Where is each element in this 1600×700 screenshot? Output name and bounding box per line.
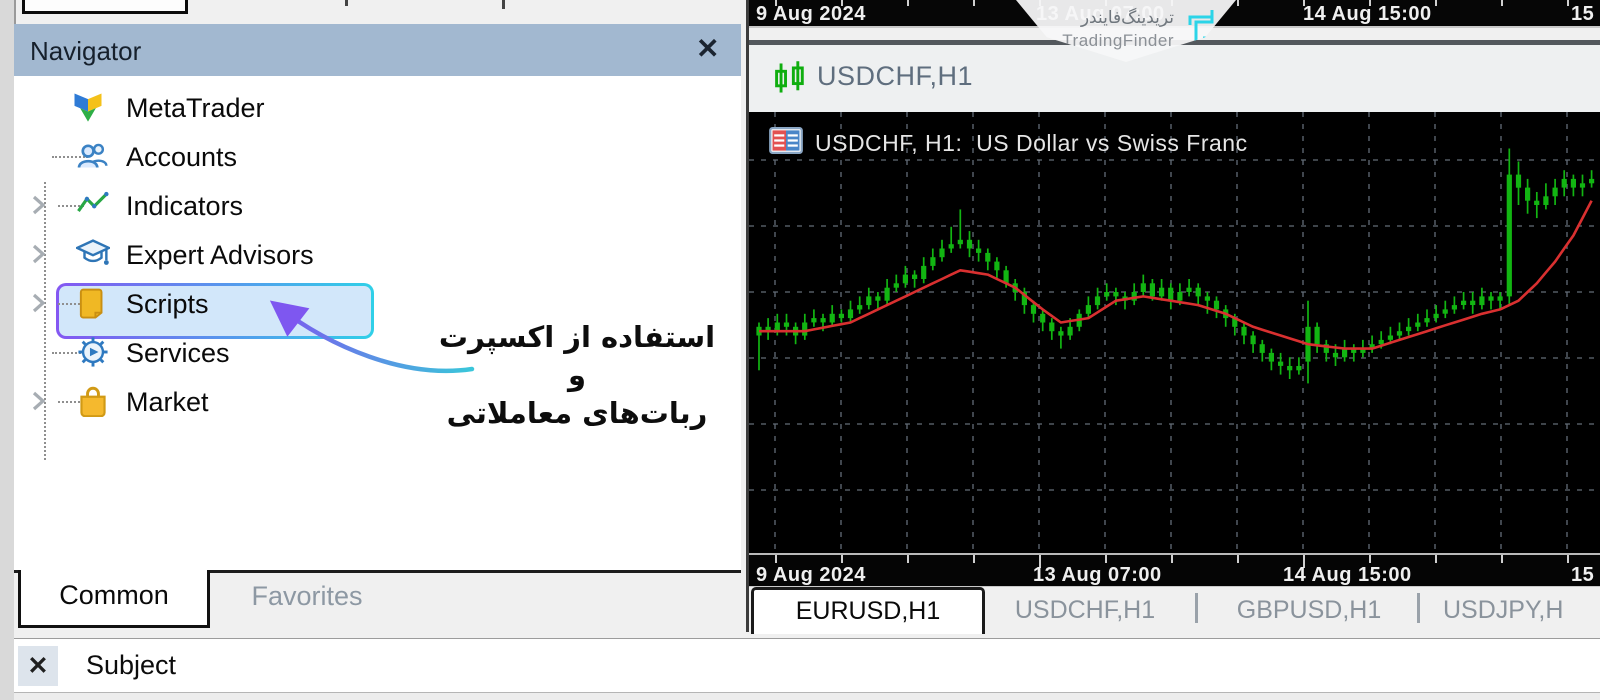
axis-tick: [775, 555, 777, 563]
time-axis-label: 9 Aug 2024: [756, 564, 866, 586]
time-axis-label: 15: [1571, 564, 1595, 586]
tree-connector: [52, 156, 88, 158]
expert-advisors-icon: [74, 238, 112, 275]
axis-tick: [973, 555, 975, 563]
tree-item-label: Accounts: [126, 142, 238, 172]
navigator-panel: Navigator ✕ MetaTrader: [14, 24, 741, 570]
tree-item-market[interactable]: Market: [14, 377, 741, 426]
toolbar-separator: [345, 0, 348, 6]
axis-tick: [1435, 0, 1437, 6]
metatrader-logo-icon: [70, 89, 106, 130]
tree-item-accounts[interactable]: Accounts: [14, 132, 741, 181]
axis-tick: [1369, 555, 1371, 563]
annotation-text: استفاده از اکسپرت و ربات‌های معاملاتی: [427, 318, 727, 432]
tree-item-expert-advisors[interactable]: Expert Advisors: [14, 230, 741, 279]
axis-tick: [1369, 0, 1371, 6]
axis-tick: [1171, 555, 1173, 563]
axis-tick: [907, 555, 909, 563]
symbol-tab-gbpusdh1[interactable]: GBPUSD,H1: [1236, 596, 1382, 624]
chart-inner-title: USDCHF, H1: US Dollar vs Swiss Franc: [769, 127, 1248, 159]
chart-symbol-tabs: EURUSD,H1 USDCHF,H1 GBPUSD,H1 USDJPY,H: [749, 586, 1600, 634]
axis-tick: [1039, 555, 1041, 568]
navigator-title: Navigator: [30, 36, 142, 66]
tree-connector: [44, 182, 46, 460]
tree-item-label: Market: [126, 387, 209, 417]
indicators-icon: [76, 189, 110, 226]
time-axis-label: 14 Aug 15:00: [1303, 3, 1432, 25]
tab-favorites[interactable]: Favorites: [251, 581, 363, 611]
symbol-tab-usdjpyh[interactable]: USDJPY,H: [1443, 596, 1564, 624]
tree-item-indicators[interactable]: Indicators: [14, 181, 741, 230]
chart-window-title: USDCHF,H1: [817, 61, 974, 91]
chevron-right-icon[interactable]: [28, 390, 50, 417]
tree-item-label: Services: [126, 338, 230, 368]
axis-tick: [1237, 555, 1239, 563]
bottom-edge: [14, 692, 1600, 700]
axis-tick: [1303, 0, 1305, 6]
toolbar-separator: [502, 0, 505, 9]
tab-common[interactable]: Common: [18, 570, 210, 628]
tree-item-label: Indicators: [126, 191, 244, 221]
axis-tick: [1105, 555, 1107, 563]
chevron-right-icon[interactable]: [28, 194, 50, 221]
toolbar-pressed-button[interactable]: [22, 0, 188, 14]
axis-tick: [1237, 0, 1239, 6]
tree-item-label: Expert Advisors: [126, 240, 314, 270]
chevron-right-icon[interactable]: [28, 292, 50, 319]
subject-column-header[interactable]: Subject: [86, 650, 177, 680]
toolbox-header-row: ✕ Subject: [14, 638, 1600, 693]
axis-tick: [1567, 555, 1569, 563]
navigator-titlebar[interactable]: Navigator ✕: [14, 24, 741, 77]
brand-name-farsi: تریدینگ‌فایندر: [1080, 8, 1174, 28]
brand-name-english: TradingFinder: [1062, 31, 1174, 50]
chart-symbol-icon: [769, 127, 803, 159]
tree-connector: [58, 205, 84, 207]
close-icon[interactable]: ✕: [696, 33, 720, 64]
axis-tick: [973, 0, 975, 6]
tree-item-metatrader[interactable]: MetaTrader: [14, 83, 741, 132]
candlestick-icon: [771, 60, 809, 101]
axis-tick: [1303, 555, 1305, 568]
chart-window: 9 Aug 2024 13 Aug 07:00 14 Aug 15:00 15 USD…: [746, 0, 1600, 634]
axis-tick: [1435, 555, 1437, 563]
tree-item-label: MetaTrader: [126, 93, 265, 123]
chart-inner-title-text: USDCHF, H1: US Dollar vs Swiss Franc: [815, 129, 1248, 156]
time-axis-label: 14 Aug 15:00: [1283, 564, 1412, 586]
tree-item-scripts[interactable]: Scripts: [14, 279, 741, 328]
candlestick-chart[interactable]: USDCHF, H1: US Dollar vs Swiss Franc: [749, 112, 1600, 553]
tab-separator: [1417, 593, 1420, 623]
annotation-line1: استفاده از اکسپرت و: [438, 320, 716, 392]
tree-item-services[interactable]: Services: [14, 328, 741, 377]
tree-connector: [58, 303, 84, 305]
scripts-icon: [76, 287, 110, 324]
axis-tick: [841, 555, 843, 563]
navigator-tab-strip: Common Favorites: [14, 570, 741, 638]
tree-connector: [58, 401, 84, 403]
chevron-right-icon[interactable]: [28, 243, 50, 270]
accounts-icon: [76, 140, 110, 177]
chart-canvas: [749, 112, 1600, 553]
tree-connector: [52, 352, 88, 354]
annotation-line2: ربات‌های معاملاتی: [446, 396, 708, 430]
close-icon[interactable]: ✕: [18, 646, 58, 686]
time-axis-label: 13 Aug 07:00: [1033, 564, 1162, 586]
axis-tick: [1501, 0, 1503, 6]
symbol-tab-eurusd[interactable]: EURUSD,H1: [751, 587, 985, 634]
axis-tick: [841, 0, 843, 6]
time-axis-label: 15: [1571, 3, 1595, 25]
services-icon: [76, 336, 110, 373]
market-icon: [76, 385, 110, 422]
tree-item-label: Scripts: [126, 289, 209, 319]
axis-tick: [775, 0, 777, 6]
chart-time-axis[interactable]: 9 Aug 2024 13 Aug 07:00 14 Aug 15:00 15: [749, 553, 1600, 588]
axis-tick: [907, 0, 909, 6]
axis-tick: [1501, 555, 1503, 563]
tab-separator: [1195, 593, 1198, 623]
symbol-tab-usdchfh1[interactable]: USDCHF,H1: [1014, 596, 1156, 624]
axis-tick: [1567, 0, 1569, 6]
time-axis-label: 9 Aug 2024: [756, 3, 866, 25]
chart-window-header[interactable]: USDCHF,H1: [749, 45, 1600, 112]
